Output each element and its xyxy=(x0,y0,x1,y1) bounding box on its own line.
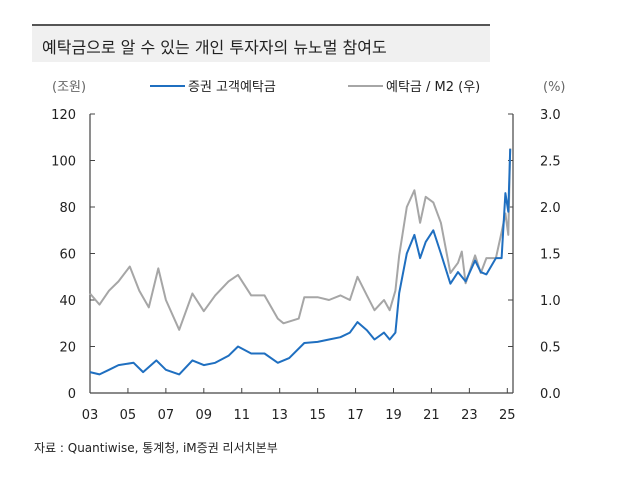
x-tick-label: 17 xyxy=(347,408,364,423)
series-line-ratio xyxy=(89,148,512,331)
x-tick-label: 25 xyxy=(499,408,516,423)
left-tick-label: 100 xyxy=(51,155,76,170)
right-tick-label: 0.0 xyxy=(540,387,561,402)
x-tick-label: 11 xyxy=(233,408,250,423)
right-tick-label: 3.0 xyxy=(540,108,561,123)
x-tick-label: 13 xyxy=(271,408,288,423)
x-tick-label: 05 xyxy=(120,408,137,423)
x-tick-label: 03 xyxy=(82,408,99,423)
right-tick-label: 1.0 xyxy=(540,294,561,309)
right-tick-label: 0.5 xyxy=(540,341,561,356)
title-bar xyxy=(32,26,490,62)
left-tick-label: 20 xyxy=(59,341,76,356)
x-tick-label: 07 xyxy=(158,408,175,423)
x-tick-label: 19 xyxy=(385,408,402,423)
right-axis-unit: (%) xyxy=(543,80,566,95)
x-tick-label: 23 xyxy=(461,408,478,423)
left-axis-unit: (조원) xyxy=(52,80,86,95)
left-tick-label: 60 xyxy=(59,248,76,263)
left-tick-label: 80 xyxy=(59,201,76,216)
x-tick-label: 21 xyxy=(423,408,440,423)
series-line-deposits xyxy=(89,148,512,376)
right-tick-label: 2.0 xyxy=(540,201,561,216)
x-tick-label: 15 xyxy=(309,408,326,423)
left-tick-label: 0 xyxy=(68,387,76,402)
left-tick-label: 120 xyxy=(51,108,76,123)
source-note: 자료 : Quantiwise, 통계청, iM증권 리서치본부 xyxy=(34,441,278,455)
top-rule xyxy=(32,24,490,26)
x-tick-label: 09 xyxy=(196,408,213,423)
chart-title: 예탁금으로 알 수 있는 개인 투자자의 뉴노멀 참여도 xyxy=(42,38,387,57)
right-tick-label: 2.5 xyxy=(540,155,561,170)
legend-label-ratio: 예탁금 / M2 (우) xyxy=(386,80,480,95)
legend-label-deposits: 증권 고객예탁금 xyxy=(188,80,276,95)
right-tick-label: 1.5 xyxy=(540,248,561,263)
left-tick-label: 40 xyxy=(59,294,76,309)
